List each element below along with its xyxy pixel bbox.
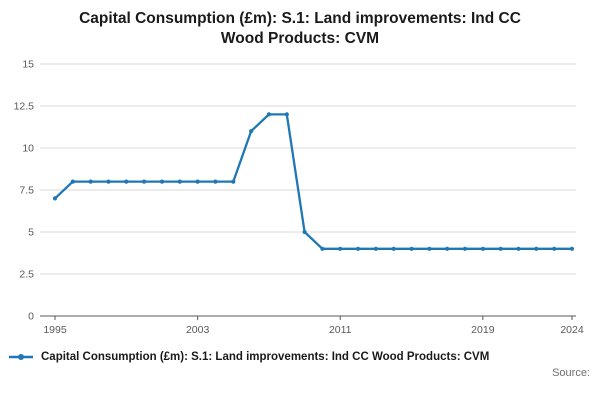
svg-text:2024: 2024: [560, 324, 584, 336]
svg-text:2019: 2019: [471, 324, 495, 336]
svg-text:5: 5: [28, 226, 34, 238]
legend-line-marker-icon: [9, 353, 33, 360]
svg-text:12.5: 12.5: [14, 100, 35, 112]
svg-text:7.5: 7.5: [19, 184, 34, 196]
svg-text:15: 15: [22, 58, 34, 70]
svg-text:2.5: 2.5: [19, 268, 34, 280]
legend-label: Capital Consumption (£m): S.1: Land impr…: [41, 350, 490, 363]
svg-text:10: 10: [22, 142, 34, 154]
svg-text:1995: 1995: [43, 324, 67, 336]
svg-text:0: 0: [28, 310, 34, 322]
legend: Capital Consumption (£m): S.1: Land impr…: [0, 351, 600, 363]
time-series-line-chart: 0 2.5 5 7.5 10 12.5 15 1995 2003 2011 2019 2024: [14, 58, 584, 336]
chart-title-line-2: Wood Products: CVM: [220, 30, 380, 48]
chart-title-line-1: Capital Consumption (£m): S.1: Land impr…: [79, 10, 521, 27]
svg-text:2003: 2003: [186, 324, 210, 336]
source-row: Source:: [0, 367, 600, 379]
chart-title: Capital Consumption (£m): S.1: Land impr…: [79, 9, 521, 50]
source-label: Source:: [552, 366, 590, 379]
svg-text:2011: 2011: [329, 324, 352, 336]
